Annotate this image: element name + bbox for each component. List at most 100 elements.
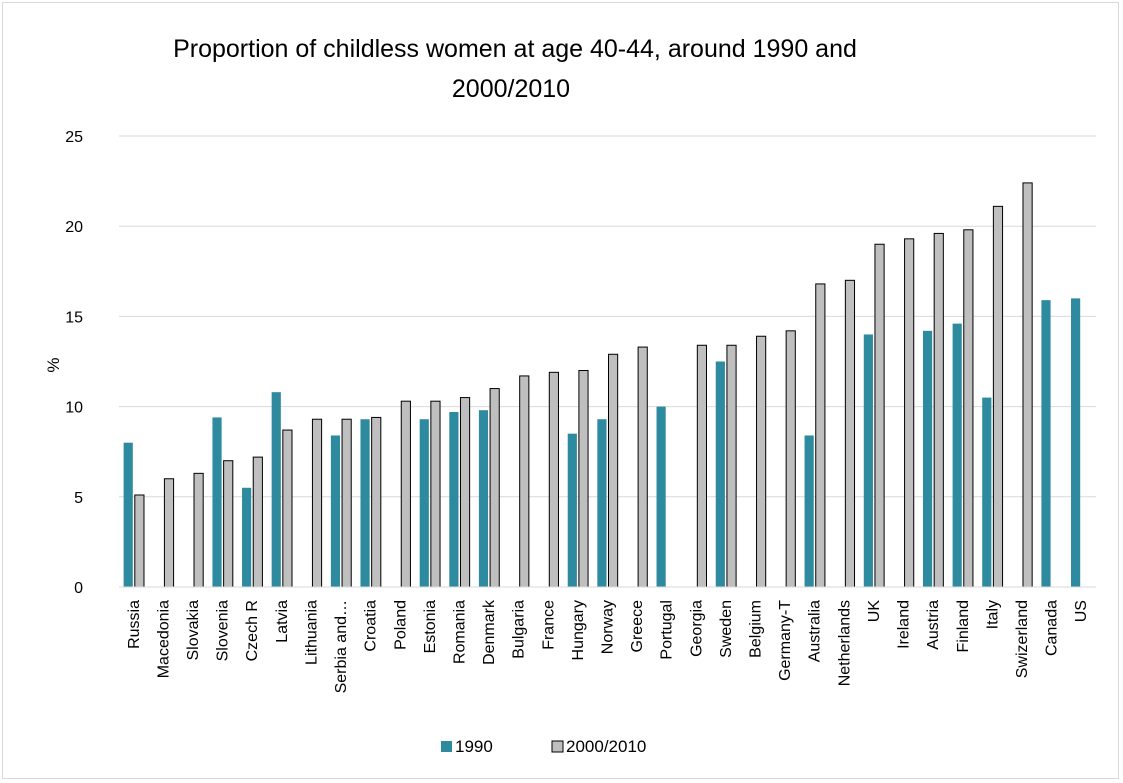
- x-tick-label-belgium: Belgium: [748, 600, 765, 658]
- bar-1990-denmark: [478, 410, 489, 587]
- bar-2000-2010-uk: [874, 243, 885, 588]
- bar-2000-2010-georgia: [696, 344, 707, 588]
- bar-2000-2010-netherlands: [844, 279, 856, 588]
- bar-2000-2010-russia: [134, 494, 145, 588]
- bar-1990-norway: [597, 419, 607, 587]
- legend-label-2000-2010: 2000/2010: [566, 737, 646, 756]
- bar-2000-2010-serbia-and: [341, 418, 352, 588]
- y-tick-label-15: 15: [65, 309, 83, 326]
- chart-title-line-2: 2000/2010: [452, 75, 570, 103]
- bar-2000-2010-estonia: [430, 400, 441, 588]
- x-tick-label-estonia: Estonia: [422, 600, 439, 653]
- x-tick-label-latvia: Latvia: [274, 600, 291, 643]
- x-tick-label-canada: Canada: [1044, 600, 1061, 656]
- chart-svg: Proportion of childless women at age 40-…: [44, 35, 1096, 756]
- legend-swatch-2000-2010: [551, 740, 564, 753]
- y-axis-ticks: 0 5 10 15 20 25: [65, 129, 83, 597]
- bar-2000-2010-austria: [933, 232, 944, 588]
- x-tick-label-finland: Finland: [955, 600, 972, 652]
- bar-1990-sweden: [715, 361, 725, 587]
- legend-label-1990: 1990: [455, 737, 493, 756]
- bar-1990-austria: [922, 330, 933, 587]
- bar-1990-portugal: [656, 406, 666, 587]
- bar-1990-finland: [952, 323, 962, 587]
- y-axis-label: %: [44, 357, 63, 372]
- bar-1990-hungary: [567, 433, 577, 587]
- bar-1990-croatia: [360, 419, 370, 587]
- x-tick-label-macedonia: Macedonia: [155, 600, 172, 678]
- x-tick-label-italy: Italy: [984, 600, 1001, 629]
- bar-1990-latvia: [271, 392, 281, 587]
- bar-1990-czech-r: [242, 487, 252, 587]
- legend: 1990 2000/2010: [441, 737, 646, 756]
- bar-1990-romania: [449, 412, 459, 587]
- bar-2000-2010-italy: [992, 205, 1004, 588]
- bar-2000-2010-romania: [459, 397, 471, 588]
- x-tick-label-russia: Russia: [126, 600, 143, 649]
- bar-1990-australia: [804, 435, 814, 587]
- bar-2000-2010-latvia: [282, 429, 293, 588]
- x-tick-label-uk: UK: [866, 600, 883, 623]
- x-tick-label-denmark: Denmark: [481, 599, 498, 665]
- x-tick-label-slovakia: Slovakia: [185, 600, 202, 661]
- bar-1990-russia: [123, 442, 133, 587]
- bar-1990-canada: [1041, 300, 1051, 587]
- x-tick-label-germany-t: Germany-T: [777, 600, 794, 681]
- bar-2000-2010-slovenia: [223, 460, 234, 588]
- legend-swatch-1990: [441, 741, 452, 752]
- bar-1990-italy: [982, 397, 992, 587]
- y-tick-label-20: 20: [65, 219, 83, 236]
- bar-2000-2010-ireland: [904, 238, 915, 588]
- x-tick-label-czech-r: Czech R: [244, 600, 261, 661]
- bar-2000-2010-norway: [608, 353, 619, 588]
- x-tick-label-serbia-and: Serbia and…: [333, 600, 350, 693]
- x-tick-label-ireland: Ireland: [896, 600, 913, 649]
- bar-1990-slovenia: [212, 417, 222, 587]
- bar-2000-2010-slovakia: [193, 472, 204, 588]
- x-tick-label-georgia: Georgia: [688, 600, 705, 657]
- x-tick-label-slovenia: Slovenia: [215, 600, 232, 661]
- x-tick-label-sweden: Sweden: [718, 600, 735, 658]
- x-tick-label-france: France: [540, 600, 557, 650]
- y-tick-label-0: 0: [74, 580, 83, 597]
- bar-1990-uk: [863, 334, 873, 587]
- bar-2000-2010-germany-t: [785, 330, 796, 588]
- bar-2000-2010-hungary: [578, 370, 589, 588]
- x-tick-label-bulgaria: Bulgaria: [511, 600, 528, 659]
- x-tick-label-romania: Romania: [451, 600, 468, 664]
- x-tick-label-austria: Austria: [925, 600, 942, 650]
- x-tick-label-greece: Greece: [629, 600, 646, 653]
- x-tick-label-lithuania: Lithuania: [303, 600, 320, 665]
- bar-2000-2010-belgium: [756, 335, 767, 588]
- bar-2000-2010-greece: [637, 346, 648, 588]
- x-tick-label-croatia: Croatia: [363, 600, 380, 652]
- x-axis-ticks: Russia Macedonia Slovakia Slovenia Czech R La…: [126, 599, 1090, 693]
- gridlines: [119, 135, 1096, 498]
- x-tick-label-us: US: [1073, 600, 1090, 622]
- bar-2000-2010-australia: [815, 283, 826, 588]
- x-tick-label-swizerland: Swizerland: [1014, 600, 1031, 678]
- bar-2000-2010-swizerland: [1022, 182, 1033, 588]
- bar-2000-2010-denmark: [489, 388, 500, 588]
- x-tick-label-netherlands: Netherlands: [836, 600, 853, 686]
- y-tick-label-10: 10: [65, 400, 83, 417]
- bar-2000-2010-lithuania: [311, 418, 323, 588]
- bar-2000-2010-bulgaria: [519, 375, 530, 588]
- bar-2000-2010-macedonia: [163, 478, 175, 588]
- bars: [123, 182, 1081, 588]
- chart-title-line-1: Proportion of childless women at age 40-…: [173, 35, 857, 63]
- bar-2000-2010-croatia: [371, 416, 382, 588]
- bar-2000-2010-poland: [400, 400, 411, 588]
- y-tick-label-25: 25: [65, 129, 83, 146]
- bar-1990-us: [1071, 298, 1081, 587]
- bar-1990-estonia: [419, 419, 429, 587]
- y-tick-label-5: 5: [74, 490, 83, 507]
- x-tick-label-poland: Poland: [392, 600, 409, 650]
- x-tick-label-hungary: Hungary: [570, 600, 587, 660]
- x-tick-label-portugal: Portugal: [659, 600, 676, 660]
- bar-2000-2010-france: [548, 371, 559, 588]
- bar-2000-2010-czech-r: [252, 456, 263, 588]
- bar-2000-2010-finland: [963, 229, 974, 588]
- bar-1990-serbia-and: [330, 435, 341, 587]
- bar-2000-2010-sweden: [726, 344, 737, 588]
